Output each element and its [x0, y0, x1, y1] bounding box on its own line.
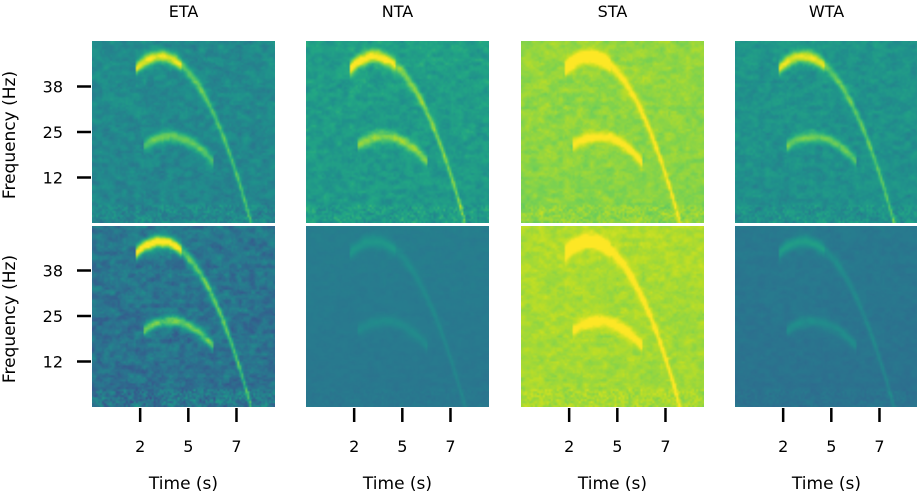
x-axis-label-wta: Time (s) [791, 474, 861, 494]
spectrogram-panels [92, 41, 917, 407]
x-tick-label: 5 [826, 437, 836, 456]
y-tick-label: 38 [43, 78, 63, 97]
y-tick-label: 25 [43, 307, 63, 326]
x-tick-label: 2 [778, 437, 788, 456]
column-title-eta: ETA [169, 2, 199, 21]
y-tick-label: 12 [43, 169, 63, 188]
y-axis-label-bottom: Frequency (Hz) [0, 255, 20, 383]
x-axis-label-eta: Time (s) [148, 474, 218, 494]
spectrogram-sta-row-2 [521, 226, 704, 407]
y-tick-label: 38 [43, 262, 63, 281]
spectrogram-nta-row-1 [306, 41, 489, 223]
x-tick-label: 7 [660, 437, 670, 456]
x-axis-labels: Time (s) Time (s) Time (s) Time (s) [148, 474, 861, 494]
x-tick-label: 7 [445, 437, 455, 456]
x-tick-label: 7 [874, 437, 884, 456]
x-tick-label: 5 [397, 437, 407, 456]
spectrogram-nta-row-2 [306, 226, 489, 407]
y-axis-labels: Frequency (Hz) Frequency (Hz) [0, 71, 20, 383]
x-axis-label-sta: Time (s) [577, 474, 647, 494]
x-axis-label-nta: Time (s) [362, 474, 432, 494]
column-title-nta: NTA [382, 2, 414, 21]
x-tick-label: 2 [564, 437, 574, 456]
x-tick-label: 5 [183, 437, 193, 456]
column-title-sta: STA [598, 2, 628, 21]
spectrogram-wta-row-2 [735, 226, 917, 407]
spectrogram-eta-row-1 [92, 41, 275, 223]
column-title-wta: WTA [809, 2, 844, 21]
column-titles: ETA NTA STA WTA [169, 2, 845, 21]
spectrogram-wta-row-1 [735, 41, 917, 223]
x-tick-label: 7 [231, 437, 241, 456]
y-tick-label: 12 [43, 353, 63, 372]
x-tick-label: 2 [135, 437, 145, 456]
x-tick-label: 2 [349, 437, 359, 456]
y-tick-label: 25 [43, 123, 63, 142]
spectrogram-sta-row-1 [521, 41, 704, 223]
x-tick-label: 5 [612, 437, 622, 456]
spectrogram-eta-row-2 [92, 226, 275, 407]
y-axis-label-top: Frequency (Hz) [0, 71, 20, 199]
